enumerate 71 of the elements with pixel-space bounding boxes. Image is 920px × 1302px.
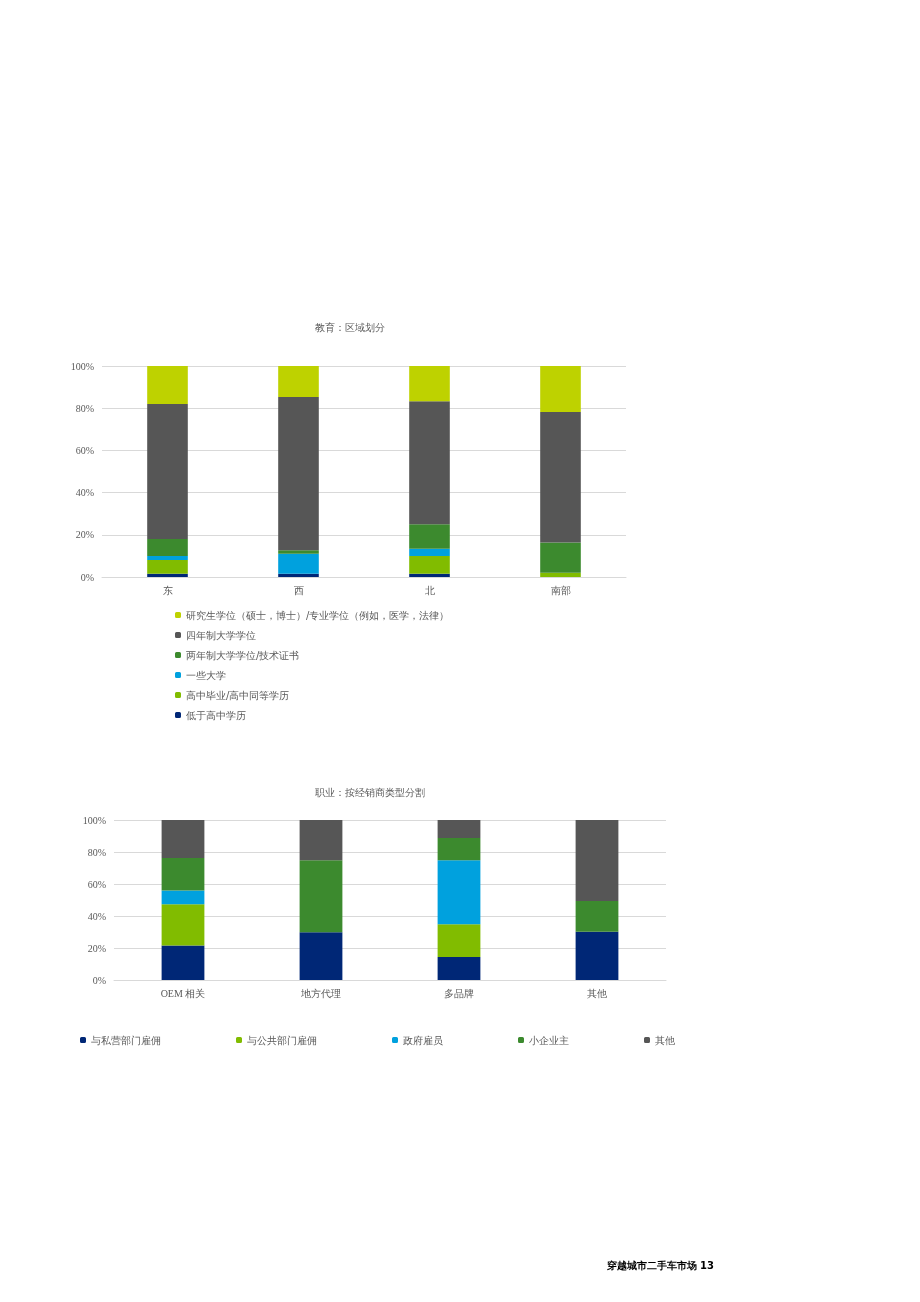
bar <box>409 555 450 574</box>
y-tick-label: 40% <box>75 487 94 499</box>
bar <box>575 901 619 932</box>
bar <box>278 550 319 554</box>
bar <box>147 555 188 561</box>
y-tick-label: 0% <box>80 571 94 583</box>
legend-label: 一些大学 <box>186 669 226 681</box>
x-tick-label: 东 <box>162 584 173 596</box>
bar <box>540 572 581 577</box>
bar <box>147 403 188 540</box>
y-tick-label: 20% <box>75 529 94 541</box>
bar <box>437 956 481 980</box>
bar <box>409 573 450 577</box>
bar <box>278 366 319 398</box>
chart-title: 职业：按经销商类型分割 <box>315 786 425 798</box>
bar <box>161 890 205 905</box>
bar <box>161 857 205 891</box>
y-tick-label: 60% <box>75 444 94 456</box>
bar <box>540 542 581 573</box>
x-tick-label: 北 <box>424 584 435 596</box>
x-tick-label: 地方代理 <box>300 987 341 999</box>
bar <box>437 820 481 838</box>
bar <box>147 560 188 574</box>
bar <box>299 932 343 980</box>
y-tick-label: 0% <box>92 974 106 986</box>
y-tick-label: 80% <box>75 402 94 414</box>
bar <box>299 820 343 861</box>
text: 穿越城市二手车市场 13 <box>606 1259 714 1273</box>
chart-title: 教育：区域划分 <box>315 321 385 333</box>
x-tick-label: 其他 <box>587 987 607 999</box>
bar <box>409 548 450 556</box>
bar <box>278 397 319 551</box>
y-tick-label: 100% <box>82 814 106 826</box>
bar <box>278 573 319 577</box>
y-tick-label: 100% <box>70 360 94 372</box>
legend-label: 小企业主 <box>529 1034 569 1046</box>
bar <box>147 539 188 556</box>
legend-label: 政府雇员 <box>403 1034 443 1046</box>
bar <box>409 401 450 525</box>
bar <box>299 860 343 933</box>
legend-label: 与私营部门雇佣 <box>91 1034 161 1046</box>
y-tick-label: 60% <box>87 878 106 890</box>
x-tick-label: 西 <box>293 584 304 596</box>
bar <box>437 860 481 925</box>
bar <box>161 820 205 858</box>
bar <box>437 837 481 861</box>
bar <box>437 924 481 957</box>
y-tick-label: 80% <box>87 846 106 858</box>
bar <box>409 524 450 549</box>
bar <box>409 366 450 402</box>
bar <box>540 366 581 412</box>
bar <box>540 412 581 543</box>
x-tick-label: 多品牌 <box>444 987 474 999</box>
bar <box>575 931 619 980</box>
legend-label: 两年制大学学位/技术证书 <box>186 649 300 661</box>
y-tick-label: 20% <box>87 942 106 954</box>
legend-label: 其他 <box>655 1034 675 1046</box>
legend-label: 高中毕业/高中同等学历 <box>186 689 290 701</box>
x-tick-label: OEM 相关 <box>160 987 206 999</box>
legend-label: 与公共部门雇佣 <box>247 1034 317 1046</box>
x-tick-label: 南部 <box>550 584 571 596</box>
legend-label: 低于高中学历 <box>186 709 246 721</box>
y-tick-label: 40% <box>87 910 106 922</box>
bar <box>278 553 319 574</box>
bar <box>147 366 188 404</box>
legend-label: 四年制大学学位 <box>186 629 256 641</box>
legend-label: 研究生学位（硕士，博士）/专业学位（例如，医学，法律） <box>186 609 450 621</box>
bar <box>147 573 188 577</box>
bar <box>575 820 619 902</box>
bar <box>161 904 205 946</box>
bar <box>161 945 205 980</box>
